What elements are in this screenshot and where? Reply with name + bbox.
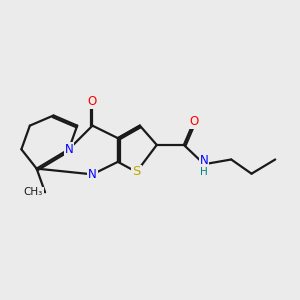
Text: N: N (64, 143, 73, 156)
Text: N: N (200, 154, 208, 167)
Text: CH₃: CH₃ (24, 187, 43, 197)
Text: O: O (189, 115, 199, 128)
Text: H: H (200, 167, 208, 177)
Text: N: N (88, 168, 97, 181)
Text: O: O (88, 95, 97, 108)
Text: S: S (132, 166, 141, 178)
